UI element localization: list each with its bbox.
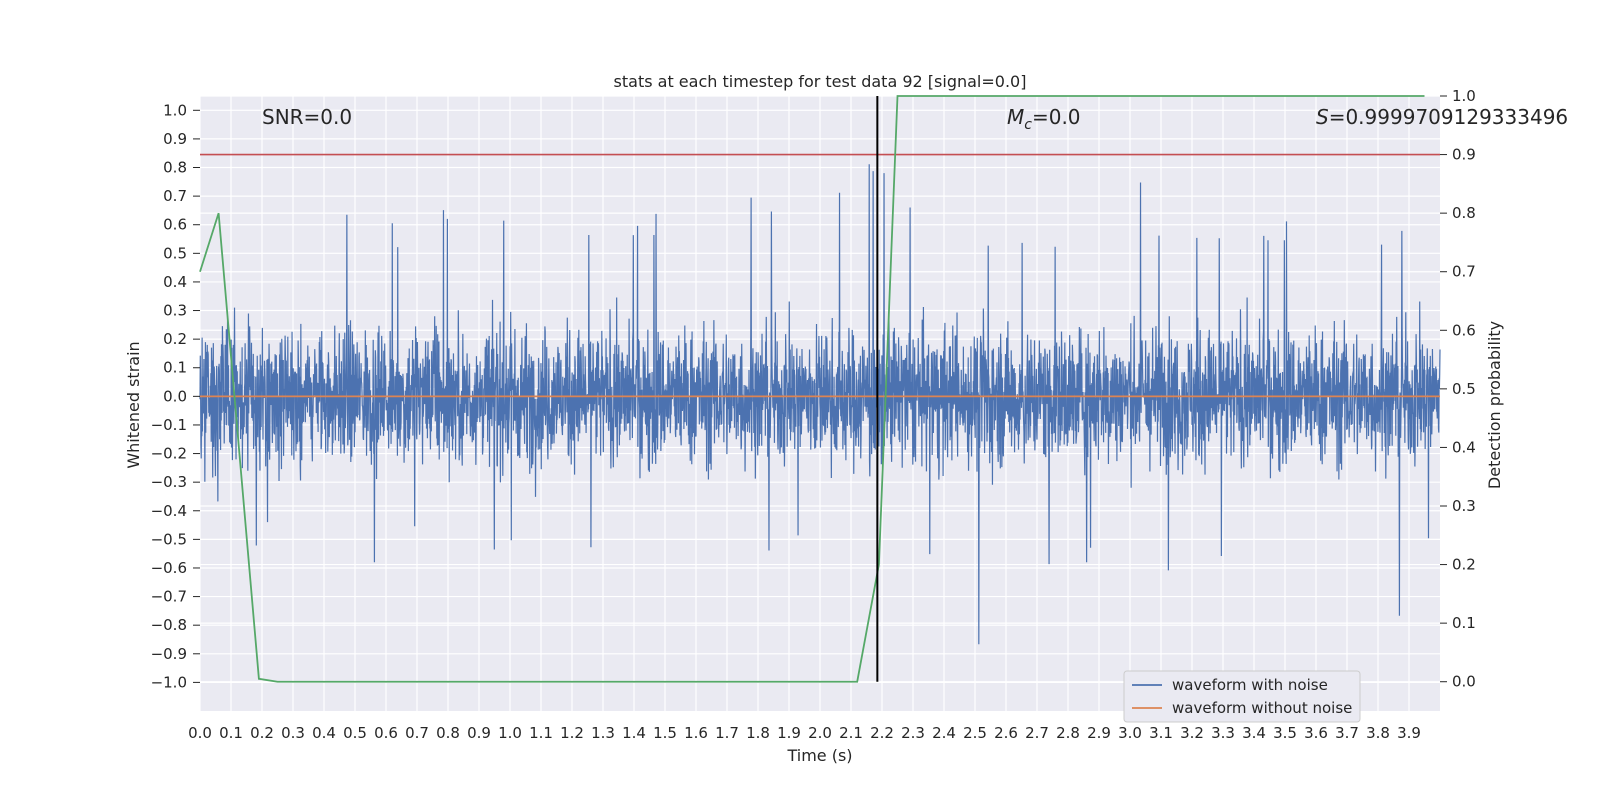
y2-axis-label: Detection probability bbox=[1485, 321, 1504, 489]
y2-tick-label: 0.1 bbox=[1452, 614, 1476, 632]
x-tick-label: 2.5 bbox=[963, 724, 987, 742]
x-tick-label: 0.8 bbox=[436, 724, 460, 742]
x-tick-label: 1.6 bbox=[684, 724, 708, 742]
x-tick-label: 3.2 bbox=[1180, 724, 1204, 742]
x-tick-label: 0.4 bbox=[312, 724, 336, 742]
y-tick-label: −0.9 bbox=[151, 645, 187, 663]
annotation-snr: SNR=0.0 bbox=[262, 105, 352, 129]
y2-tick-label: 0.3 bbox=[1452, 497, 1476, 515]
x-tick-label: 2.3 bbox=[901, 724, 925, 742]
x-axis-label: Time (s) bbox=[786, 746, 852, 765]
x-tick-label: 0.9 bbox=[467, 724, 491, 742]
y2-tick-label: 0.6 bbox=[1452, 321, 1476, 339]
line-waveform-with-noise bbox=[199, 164, 1441, 645]
y2-tick-label: 0.0 bbox=[1452, 673, 1476, 691]
x-tick-label: 2.7 bbox=[1025, 724, 1049, 742]
x-tick-label: 2.4 bbox=[932, 724, 956, 742]
y2-tick-label: 0.5 bbox=[1452, 380, 1476, 398]
x-tick-label: 2.1 bbox=[839, 724, 863, 742]
x-tick-label: 0.7 bbox=[405, 724, 429, 742]
legend-box bbox=[1123, 670, 1361, 723]
y-tick-label: 1.0 bbox=[163, 101, 187, 119]
y-tick-label: −0.7 bbox=[151, 588, 187, 606]
y2-tick-label: 1.0 bbox=[1452, 87, 1476, 105]
x-tick-label: 1.3 bbox=[591, 724, 615, 742]
y-tick-label: −0.1 bbox=[151, 416, 187, 434]
y-tick-label: 0.7 bbox=[163, 187, 187, 205]
legend: waveform with noise waveform without noi… bbox=[1123, 670, 1361, 723]
x-tick-label: 1.2 bbox=[560, 724, 584, 742]
x-tick-label: 3.1 bbox=[1149, 724, 1173, 742]
y2-tick-label: 0.2 bbox=[1452, 556, 1476, 574]
y-tick-label: 0.3 bbox=[163, 302, 187, 320]
x-tick-label: 3.7 bbox=[1335, 724, 1359, 742]
y-tick-label: −0.3 bbox=[151, 473, 187, 491]
x-tick-label: 1.4 bbox=[622, 724, 646, 742]
x-tick-label: 0.3 bbox=[281, 724, 305, 742]
x-tick-label: 3.5 bbox=[1273, 724, 1297, 742]
series-waveform-with-noise bbox=[199, 164, 1441, 645]
annotation-score: S=0.9999709129333496 bbox=[1316, 105, 1568, 129]
x-tick-label: 2.8 bbox=[1056, 724, 1080, 742]
y-tick-label: 0.0 bbox=[163, 387, 187, 405]
x-tick-label: 1.8 bbox=[746, 724, 770, 742]
y-tick-label: 0.1 bbox=[163, 359, 187, 377]
x-tick-label: 1.0 bbox=[498, 724, 522, 742]
x-tick-label: 3.6 bbox=[1304, 724, 1328, 742]
x-tick-label: 2.0 bbox=[808, 724, 832, 742]
x-tick-label: 0.5 bbox=[343, 724, 367, 742]
x-tick-label: 3.0 bbox=[1118, 724, 1142, 742]
y-tick-label: −0.2 bbox=[151, 445, 187, 463]
annotation-chirp-mass: Mc=0.0 bbox=[1007, 105, 1081, 133]
legend-label-noise: waveform with noise bbox=[1172, 676, 1328, 694]
x-tick-label: 2.6 bbox=[994, 724, 1018, 742]
tick-labels: 0.0 0.1 0.2 0.3 0.4 0.5 0.6 0.7 0.8 0.9 1.0 1.1 1.2 1… bbox=[151, 87, 1476, 742]
x-tick-label: 1.5 bbox=[653, 724, 677, 742]
y-tick-label: −1.0 bbox=[151, 673, 187, 691]
x-tick-label: 0.2 bbox=[250, 724, 274, 742]
y-tick-label: −0.5 bbox=[151, 530, 187, 548]
x-tick-label: 3.8 bbox=[1366, 724, 1390, 742]
x-tick-label: 3.4 bbox=[1242, 724, 1266, 742]
series-lines bbox=[199, 95, 1440, 683]
chart-title: stats at each timestep for test data 92 … bbox=[614, 72, 1027, 91]
y2-tick-label: 0.4 bbox=[1452, 438, 1476, 456]
x-tick-label: 0.0 bbox=[188, 724, 212, 742]
x-tick-label: 1.1 bbox=[529, 724, 553, 742]
y-tick-label: −0.4 bbox=[151, 502, 187, 520]
y-axis-label: Whitened strain bbox=[124, 341, 143, 468]
x-tick-label: 2.9 bbox=[1087, 724, 1111, 742]
y-tick-label: −0.8 bbox=[151, 616, 187, 634]
x-tick-label: 0.1 bbox=[219, 724, 243, 742]
y2-tick-label: 0.9 bbox=[1452, 146, 1476, 164]
y2-tick-label: 0.7 bbox=[1452, 263, 1476, 281]
x-tick-label: 2.2 bbox=[870, 724, 894, 742]
y-tick-label: 0.9 bbox=[163, 130, 187, 148]
x-tick-label: 0.6 bbox=[374, 724, 398, 742]
y-tick-label: −0.6 bbox=[151, 559, 187, 577]
y-tick-label: 0.2 bbox=[163, 330, 187, 348]
y-tick-label: 0.5 bbox=[163, 244, 187, 262]
x-tick-label: 1.7 bbox=[715, 724, 739, 742]
y-tick-label: 0.4 bbox=[163, 273, 187, 291]
x-tick-label: 3.9 bbox=[1397, 724, 1421, 742]
y-tick-label: 0.8 bbox=[163, 159, 187, 177]
y2-tick-label: 0.8 bbox=[1452, 204, 1476, 222]
legend-label-clean: waveform without noise bbox=[1172, 699, 1352, 717]
x-tick-label: 1.9 bbox=[777, 724, 801, 742]
line-detection-probability bbox=[199, 95, 1425, 683]
x-tick-label: 3.3 bbox=[1211, 724, 1235, 742]
y-tick-label: 0.6 bbox=[163, 216, 187, 234]
